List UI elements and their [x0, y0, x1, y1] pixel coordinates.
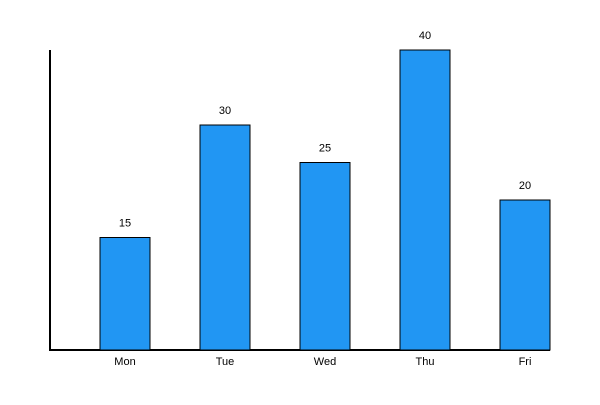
- data-label: 25: [319, 142, 331, 154]
- bar: [499, 199, 551, 351]
- data-label: 20: [519, 180, 531, 192]
- data-label: 30: [219, 105, 231, 117]
- bar: [399, 49, 451, 351]
- x-tick-label: Mon: [114, 356, 135, 368]
- bar: [199, 124, 251, 351]
- data-label: 40: [419, 30, 431, 42]
- x-tick-label: Tue: [216, 356, 235, 368]
- x-tick-label: Wed: [314, 356, 336, 368]
- bar: [99, 237, 151, 351]
- x-tick-label: Thu: [416, 356, 435, 368]
- bar: [299, 162, 351, 351]
- x-tick-label: Fri: [519, 356, 532, 368]
- data-label: 15: [119, 217, 131, 229]
